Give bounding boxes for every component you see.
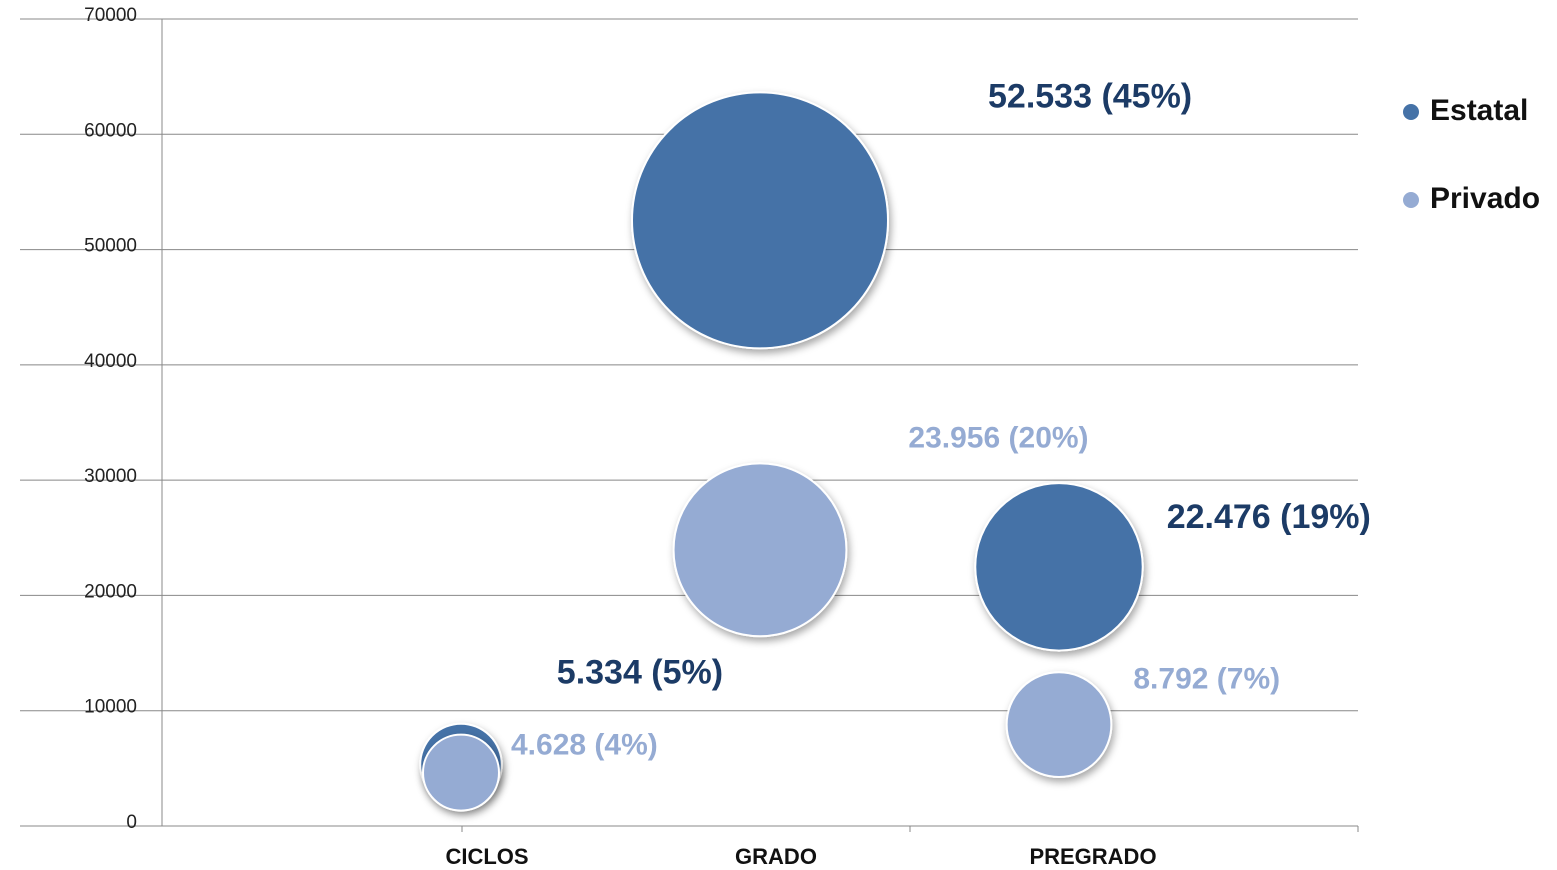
x-tick-label: GRADO xyxy=(735,844,817,869)
bubble xyxy=(1005,671,1113,779)
data-label: 8.792 (7%) xyxy=(1133,663,1280,696)
y-tick-label: 30000 xyxy=(84,466,137,487)
data-label: 52.533 (45%) xyxy=(988,77,1192,115)
bubble xyxy=(974,482,1144,652)
y-tick-label: 60000 xyxy=(84,120,137,141)
bubble xyxy=(672,462,848,638)
x-tick-label: PREGRADO xyxy=(1029,844,1156,869)
data-label: 23.956 (20%) xyxy=(908,422,1088,455)
legend-marker xyxy=(1403,192,1419,208)
y-tick-label: 20000 xyxy=(84,581,137,602)
data-label: 22.476 (19%) xyxy=(1167,498,1371,536)
data-label: 4.628 (4%) xyxy=(511,729,658,762)
x-tick-label: CICLOS xyxy=(445,844,528,869)
y-tick-label: 10000 xyxy=(84,697,137,718)
data-label: 5.334 (5%) xyxy=(557,653,723,691)
legend-marker xyxy=(1403,104,1419,120)
bubble xyxy=(422,733,500,812)
y-tick-label: 0 xyxy=(126,812,137,833)
legend-label: Privado xyxy=(1430,182,1540,215)
y-tick-label: 70000 xyxy=(84,5,137,26)
y-tick-label: 40000 xyxy=(84,351,137,372)
y-tick-label: 50000 xyxy=(84,236,137,257)
bubble xyxy=(631,91,889,350)
legend-label: Estatal xyxy=(1430,94,1528,127)
